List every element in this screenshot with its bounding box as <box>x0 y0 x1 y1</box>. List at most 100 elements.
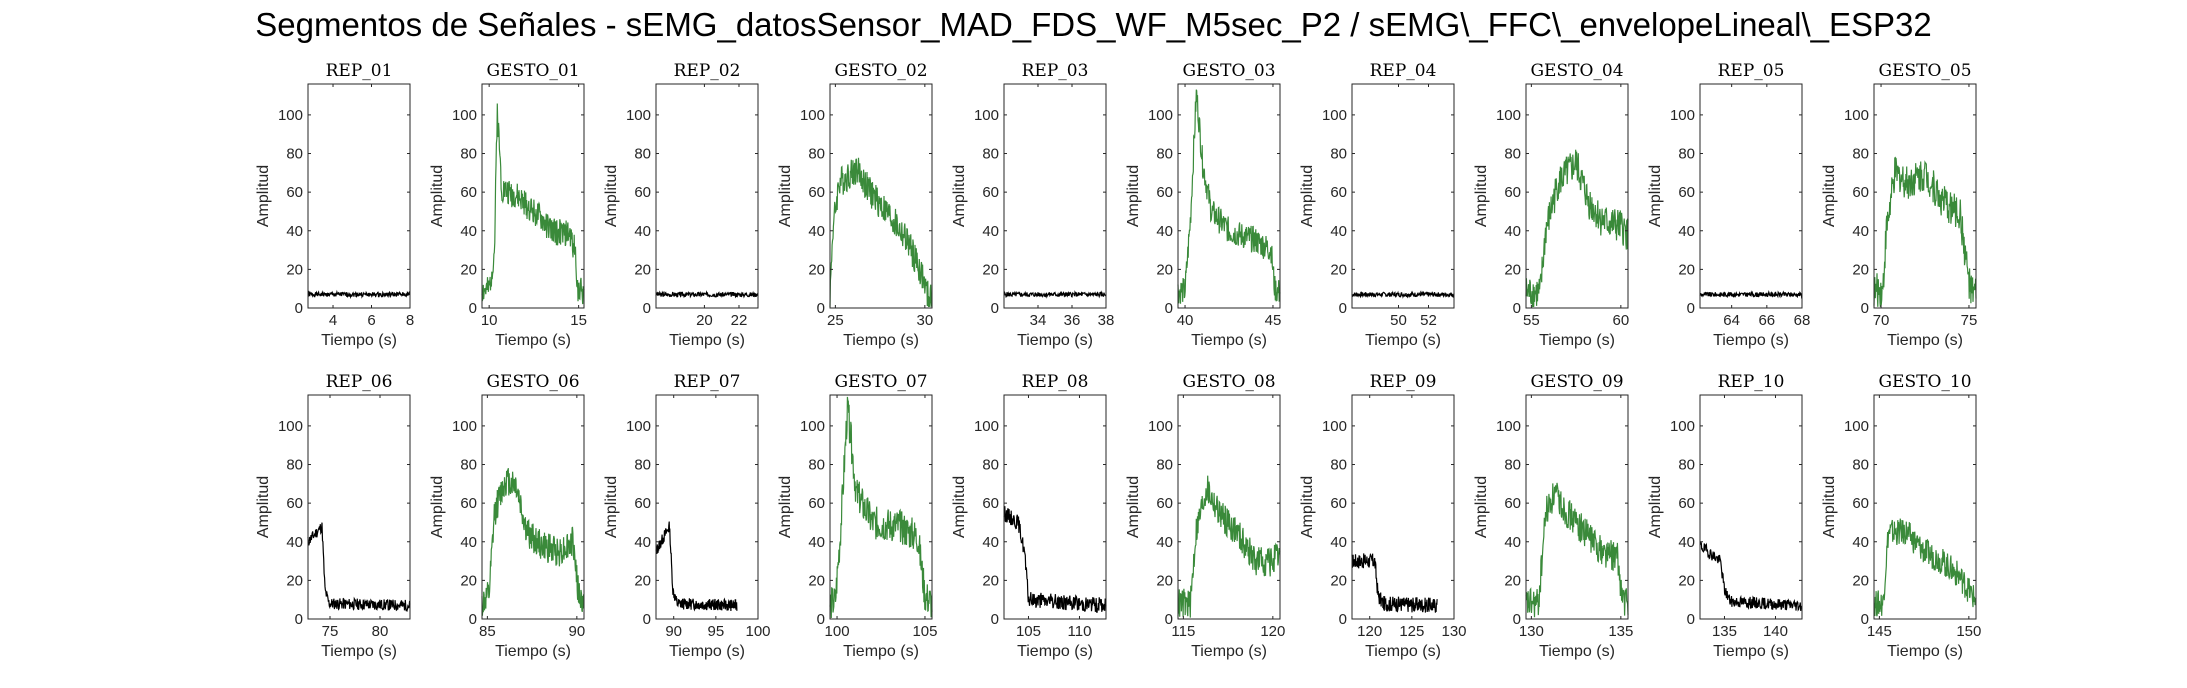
subplot-title: GESTO_06 <box>486 372 579 392</box>
subplot-panel: GESTO_07 0 20 40 60 80 100 100 105 Tiempo (s) Ampl… <box>777 372 937 660</box>
x-axis-label: Tiempo (s) <box>669 643 745 660</box>
y-tick-label: 100 <box>626 107 651 124</box>
y-tick-label: 60 <box>1330 184 1347 201</box>
signal-line <box>1177 89 1281 304</box>
subplot-panel: REP_01 0 20 40 60 80 100 4 6 8 Tiempo (s) Amplitud <box>255 61 414 349</box>
axes-box <box>1177 83 1281 309</box>
subplot-panel: GESTO_03 0 20 40 60 80 100 40 45 Tiempo (s) Amplit… <box>1125 61 1281 349</box>
signal-line <box>1003 506 1107 613</box>
subplot-panel: GESTO_06 0 20 40 60 80 100 85 90 Tiempo (s) Amplit… <box>429 372 585 660</box>
signal-line <box>307 522 411 613</box>
x-axis-label: Tiempo (s) <box>1191 332 1267 349</box>
subplot-title: GESTO_01 <box>486 61 579 81</box>
subplot-title: GESTO_04 <box>1530 61 1623 81</box>
x-axis-label: Tiempo (s) <box>321 643 397 660</box>
y-tick-label: 20 <box>1330 261 1347 278</box>
subplot-title: REP_04 <box>1370 61 1437 81</box>
x-tick-label: 90 <box>665 623 682 640</box>
y-tick-label: 60 <box>1504 184 1521 201</box>
y-tick-label: 80 <box>460 146 477 163</box>
subplot-title: REP_07 <box>674 372 741 392</box>
x-axis-label: Tiempo (s) <box>1365 643 1441 660</box>
y-tick-label: 40 <box>634 223 651 240</box>
subplot-title: GESTO_03 <box>1182 61 1275 81</box>
y-tick-label: 100 <box>974 418 999 435</box>
y-tick-label: 80 <box>634 457 651 474</box>
y-tick-label: 100 <box>1670 107 1695 124</box>
y-tick-label: 0 <box>1513 300 1521 317</box>
signal-line <box>655 290 759 299</box>
y-axis-label: Amplitud <box>1299 476 1316 538</box>
signal-line <box>481 468 585 616</box>
y-tick-label: 100 <box>1322 107 1347 124</box>
x-tick-label: 64 <box>1723 312 1740 329</box>
x-axis-label: Tiempo (s) <box>843 643 919 660</box>
y-tick-label: 40 <box>1330 223 1347 240</box>
signal-line <box>481 103 585 305</box>
y-tick-label: 60 <box>1852 495 1869 512</box>
y-tick-label: 100 <box>626 418 651 435</box>
y-tick-label: 0 <box>1165 611 1173 628</box>
y-tick-label: 0 <box>469 611 477 628</box>
x-tick-label: 150 <box>1956 623 1981 640</box>
subplot-title: GESTO_09 <box>1530 372 1623 392</box>
y-tick-label: 100 <box>974 107 999 124</box>
y-tick-label: 80 <box>286 146 303 163</box>
y-tick-label: 80 <box>634 146 651 163</box>
y-tick-label: 100 <box>278 418 303 435</box>
y-tick-label: 40 <box>1156 223 1173 240</box>
x-axis-label: Tiempo (s) <box>1713 643 1789 660</box>
x-axis-label: Tiempo (s) <box>1191 643 1267 660</box>
y-tick-label: 40 <box>982 534 999 551</box>
x-axis-label: Tiempo (s) <box>1887 332 1963 349</box>
axes-box <box>481 83 585 309</box>
subplot-panel: GESTO_01 0 20 40 60 80 100 10 15 Tiempo (s) Amplit… <box>429 61 587 349</box>
y-axis-label: Amplitud <box>255 165 272 227</box>
y-tick-label: 60 <box>1678 184 1695 201</box>
x-tick-label: 135 <box>1712 623 1737 640</box>
y-tick-label: 100 <box>1322 418 1347 435</box>
x-tick-label: 55 <box>1523 312 1540 329</box>
y-tick-label: 20 <box>1330 572 1347 589</box>
y-tick-label: 20 <box>460 261 477 278</box>
x-tick-label: 50 <box>1390 312 1407 329</box>
x-tick-label: 75 <box>1961 312 1978 329</box>
y-tick-label: 20 <box>1678 261 1695 278</box>
y-tick-label: 20 <box>1852 261 1869 278</box>
y-tick-label: 60 <box>634 495 651 512</box>
x-tick-label: 68 <box>1794 312 1811 329</box>
x-tick-label: 25 <box>827 312 844 329</box>
y-tick-label: 60 <box>634 184 651 201</box>
axes-box <box>1525 394 1629 620</box>
subplot-title: GESTO_05 <box>1878 61 1971 81</box>
y-tick-label: 40 <box>1504 223 1521 240</box>
y-tick-label: 0 <box>1861 611 1869 628</box>
y-tick-label: 60 <box>1852 184 1869 201</box>
y-tick-label: 100 <box>800 107 825 124</box>
subplot-title: GESTO_02 <box>834 61 927 81</box>
signal-line <box>1873 156 1977 308</box>
x-tick-label: 130 <box>1519 623 1544 640</box>
y-tick-label: 60 <box>1678 495 1695 512</box>
y-tick-label: 0 <box>1687 300 1695 317</box>
x-tick-label: 145 <box>1867 623 1892 640</box>
y-tick-label: 20 <box>1504 261 1521 278</box>
signal-line <box>1699 541 1803 612</box>
x-axis-label: Tiempo (s) <box>1017 332 1093 349</box>
y-tick-label: 60 <box>286 495 303 512</box>
y-axis-label: Amplitud <box>1125 165 1142 227</box>
y-tick-label: 40 <box>808 534 825 551</box>
y-tick-label: 80 <box>1156 457 1173 474</box>
y-tick-label: 20 <box>808 261 825 278</box>
subplot-title: REP_09 <box>1370 372 1437 392</box>
y-axis-label: Amplitud <box>1821 165 1838 227</box>
axes-box <box>1525 83 1629 309</box>
y-tick-label: 40 <box>460 223 477 240</box>
x-tick-label: 75 <box>322 623 339 640</box>
y-tick-label: 0 <box>1687 611 1695 628</box>
subplot-panel: REP_03 0 20 40 60 80 100 34 36 38 Tiempo (s) Amplit… <box>951 61 1114 349</box>
subplot-title: REP_05 <box>1718 61 1785 81</box>
x-tick-label: 135 <box>1608 623 1633 640</box>
axes-box <box>1699 394 1803 620</box>
